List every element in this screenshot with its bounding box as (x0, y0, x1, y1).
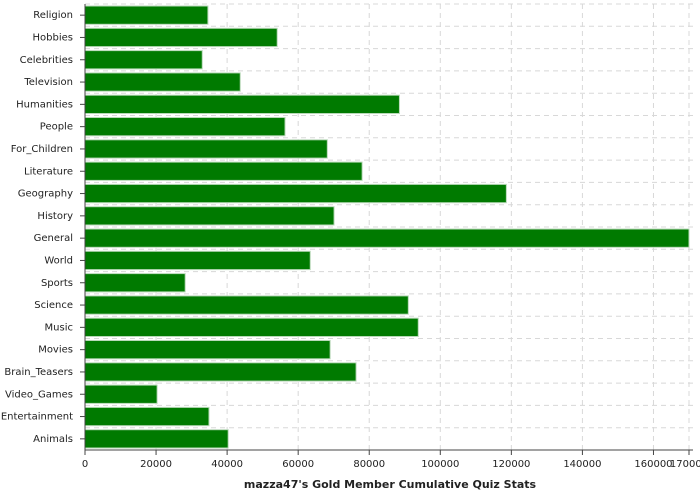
x-tick-label: 20000 (140, 459, 172, 470)
bar (84, 50, 203, 70)
y-tick-label: Animals (33, 434, 73, 445)
bar (84, 183, 507, 204)
y-tick-label: For_Children (11, 144, 73, 155)
bar (84, 295, 409, 315)
bar (84, 250, 311, 271)
x-tick-label: 120000 (492, 459, 530, 470)
y-tick-label: Video_Games (5, 389, 73, 400)
y-tick-label: Celebrities (20, 55, 73, 66)
bar (84, 161, 363, 181)
y-tick-label: General (34, 233, 73, 244)
bar (84, 317, 419, 337)
y-tick-label: Movies (38, 345, 73, 356)
y-tick-label: Television (23, 77, 73, 88)
y-tick-label: Religion (33, 10, 73, 21)
bar (84, 94, 400, 114)
bar (84, 27, 278, 48)
x-tick-label: 0 (82, 459, 88, 470)
y-tick-label: Sports (41, 278, 73, 289)
y-tick-label: Geography (18, 189, 73, 200)
bar (84, 340, 331, 360)
y-tick-label: World (44, 255, 73, 266)
y-tick-label: Humanities (16, 99, 73, 110)
y-tick-label: Hobbies (33, 32, 73, 43)
x-tick-label: 160000 (634, 459, 672, 470)
bar (84, 429, 229, 449)
bar (84, 117, 286, 137)
bar (84, 5, 209, 25)
y-tick-label: Brain_Teasers (4, 367, 73, 378)
x-tick-label: 100000 (421, 459, 459, 470)
bar (84, 228, 690, 248)
y-tick-label: Music (45, 322, 73, 333)
bar (84, 273, 186, 293)
bar (84, 139, 328, 159)
y-tick-label: People (40, 122, 73, 133)
y-tick-label: Science (34, 300, 73, 311)
y-tick-label: History (37, 211, 73, 222)
x-tick-label: 140000 (563, 459, 601, 470)
bar (84, 406, 210, 427)
bar (84, 206, 335, 226)
bar (84, 384, 158, 404)
y-tick-label: Literature (24, 166, 73, 177)
chart-title: mazza47's Gold Member Cumulative Quiz St… (244, 478, 537, 491)
x-tick-label: 40000 (211, 459, 243, 470)
bar (84, 72, 241, 92)
bar (84, 362, 357, 382)
y-tick-label: Entertainment (1, 412, 73, 423)
x-tick-label: 60000 (282, 459, 314, 470)
x-tick-label: 80000 (353, 459, 385, 470)
x-tick-label: 170000 (670, 459, 700, 470)
